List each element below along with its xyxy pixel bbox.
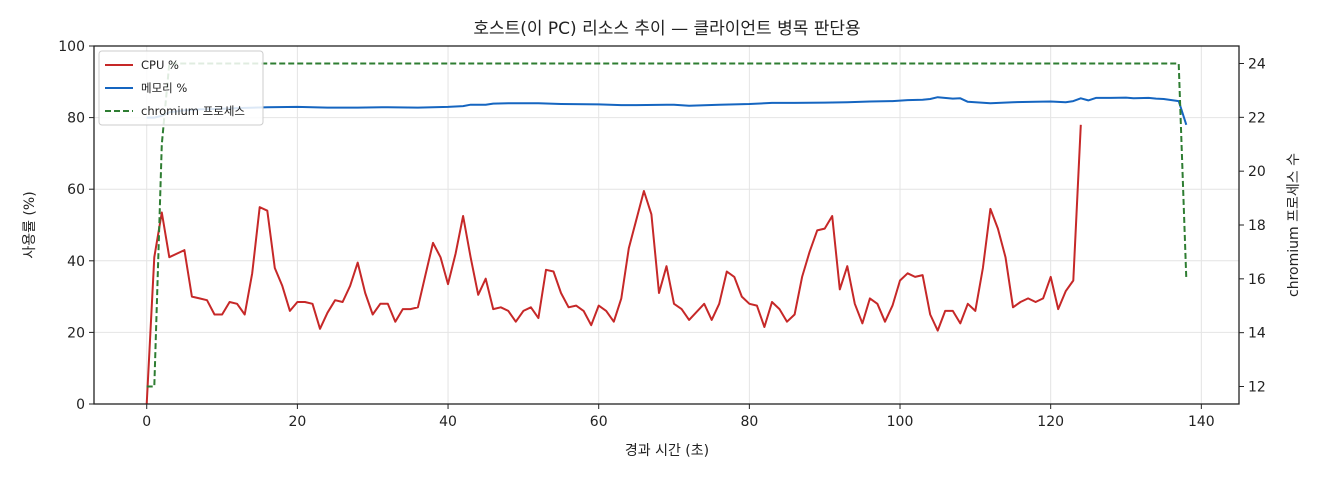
y2-tick-label: 16 — [1248, 272, 1266, 288]
y-tick-label: 60 — [67, 182, 85, 198]
x-tick-label: 100 — [887, 414, 914, 430]
y-tick-label: 100 — [58, 39, 85, 55]
y2-tick-label: 22 — [1248, 110, 1266, 126]
legend: CPU % 메모리 % chromium 프로세스 — [98, 50, 264, 126]
x-tick-label: 140 — [1188, 414, 1215, 430]
x-axis: 0 20 40 60 80 100 120 140 — [142, 404, 1215, 430]
y2-tick-label: 14 — [1248, 326, 1266, 342]
y-tick-label: 40 — [67, 254, 85, 270]
y2-tick-label: 20 — [1248, 164, 1266, 180]
y-tick-label: 0 — [76, 397, 85, 413]
y2-tick-label: 12 — [1248, 380, 1266, 396]
x-tick-label: 80 — [740, 414, 758, 430]
y-axis-right: 12 14 16 18 20 22 24 — [1239, 56, 1266, 396]
y-tick-label: 80 — [67, 111, 85, 127]
y-axis-label: 사용률 (%) — [22, 191, 38, 258]
y2-axis-label: chromium 프로세스 수 — [1286, 153, 1302, 297]
legend-item-cpu-label: CPU % — [141, 58, 179, 72]
y-axis-left: 0 20 40 60 80 100 — [58, 39, 94, 413]
y-tick-label: 20 — [67, 325, 85, 341]
x-tick-label: 40 — [439, 414, 457, 430]
x-axis-label: 경과 시간 (초) — [625, 443, 709, 459]
x-tick-label: 60 — [590, 414, 608, 430]
legend-item-chromium-process-label: chromium 프로세스 — [141, 104, 245, 118]
y2-tick-label: 24 — [1248, 56, 1266, 72]
x-tick-label: 120 — [1037, 414, 1064, 430]
cpu-series-line — [145, 124, 1082, 405]
memory-series-line — [146, 96, 1188, 126]
series-lines — [145, 62, 1188, 405]
x-tick-label: 20 — [288, 414, 306, 430]
y2-tick-label: 18 — [1248, 218, 1266, 234]
x-tick-label: 0 — [142, 414, 151, 430]
legend-box — [98, 50, 264, 126]
chart-title: 호스트(이 PC) 리소스 추이 — 클라이언트 병목 판단용 — [473, 19, 860, 39]
legend-item-memory-label: 메모리 % — [141, 81, 187, 95]
